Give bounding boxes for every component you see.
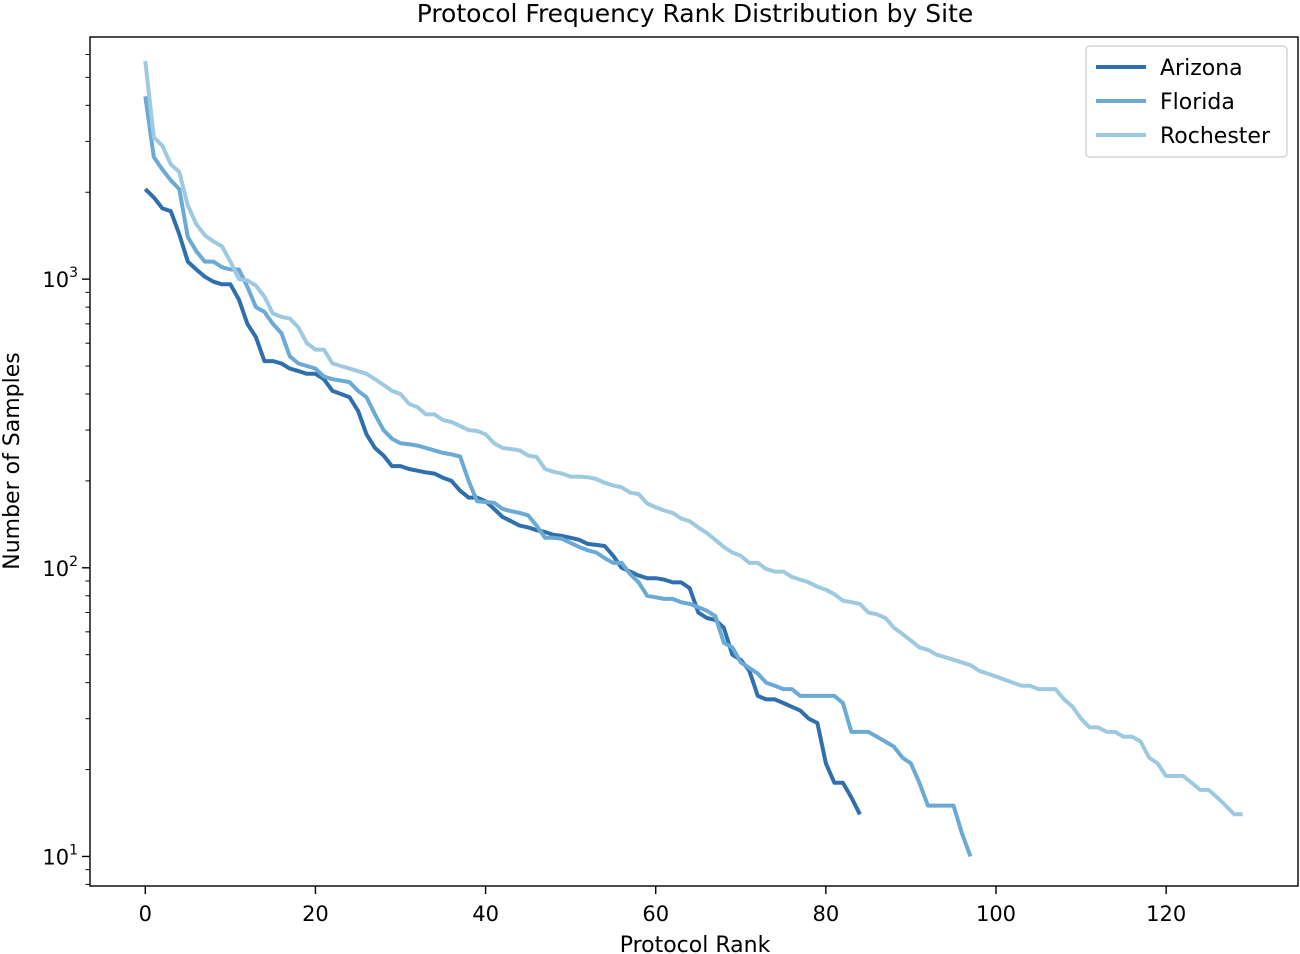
plot-area xyxy=(89,36,1299,887)
legend-box xyxy=(1085,45,1288,158)
legend-label-florida: Florida xyxy=(1160,90,1235,115)
x-axis: 0 20 40 60 80 100 120 xyxy=(139,886,1186,926)
y-axis-label: Number of Samples xyxy=(0,352,25,570)
series-layer xyxy=(143,60,1243,858)
y-tick-label: 102 xyxy=(42,554,78,581)
series-line-rochester xyxy=(143,60,1243,817)
x-tick-label: 120 xyxy=(1146,902,1186,926)
x-tick-label: 100 xyxy=(976,902,1016,926)
x-tick-label: 80 xyxy=(812,902,839,926)
legend-label-arizona: Arizona xyxy=(1160,56,1243,81)
y-tick-label: 101 xyxy=(42,842,78,869)
y-axis: 101 102 103 xyxy=(42,54,90,885)
x-tick-label: 40 xyxy=(472,902,499,926)
x-axis-label: Protocol Rank xyxy=(620,933,771,954)
series-line-florida xyxy=(143,96,973,858)
x-tick-label: 60 xyxy=(642,902,669,926)
x-tick-label: 0 xyxy=(139,902,152,926)
plot-frame xyxy=(89,36,1299,887)
legend-label-rochester: Rochester xyxy=(1160,124,1271,149)
x-tick-label: 20 xyxy=(302,902,329,926)
y-tick-label: 103 xyxy=(42,265,78,292)
legend: Arizona Florida Rochester xyxy=(1085,45,1288,158)
chart-title: Protocol Frequency Rank Distribution by … xyxy=(417,0,974,28)
